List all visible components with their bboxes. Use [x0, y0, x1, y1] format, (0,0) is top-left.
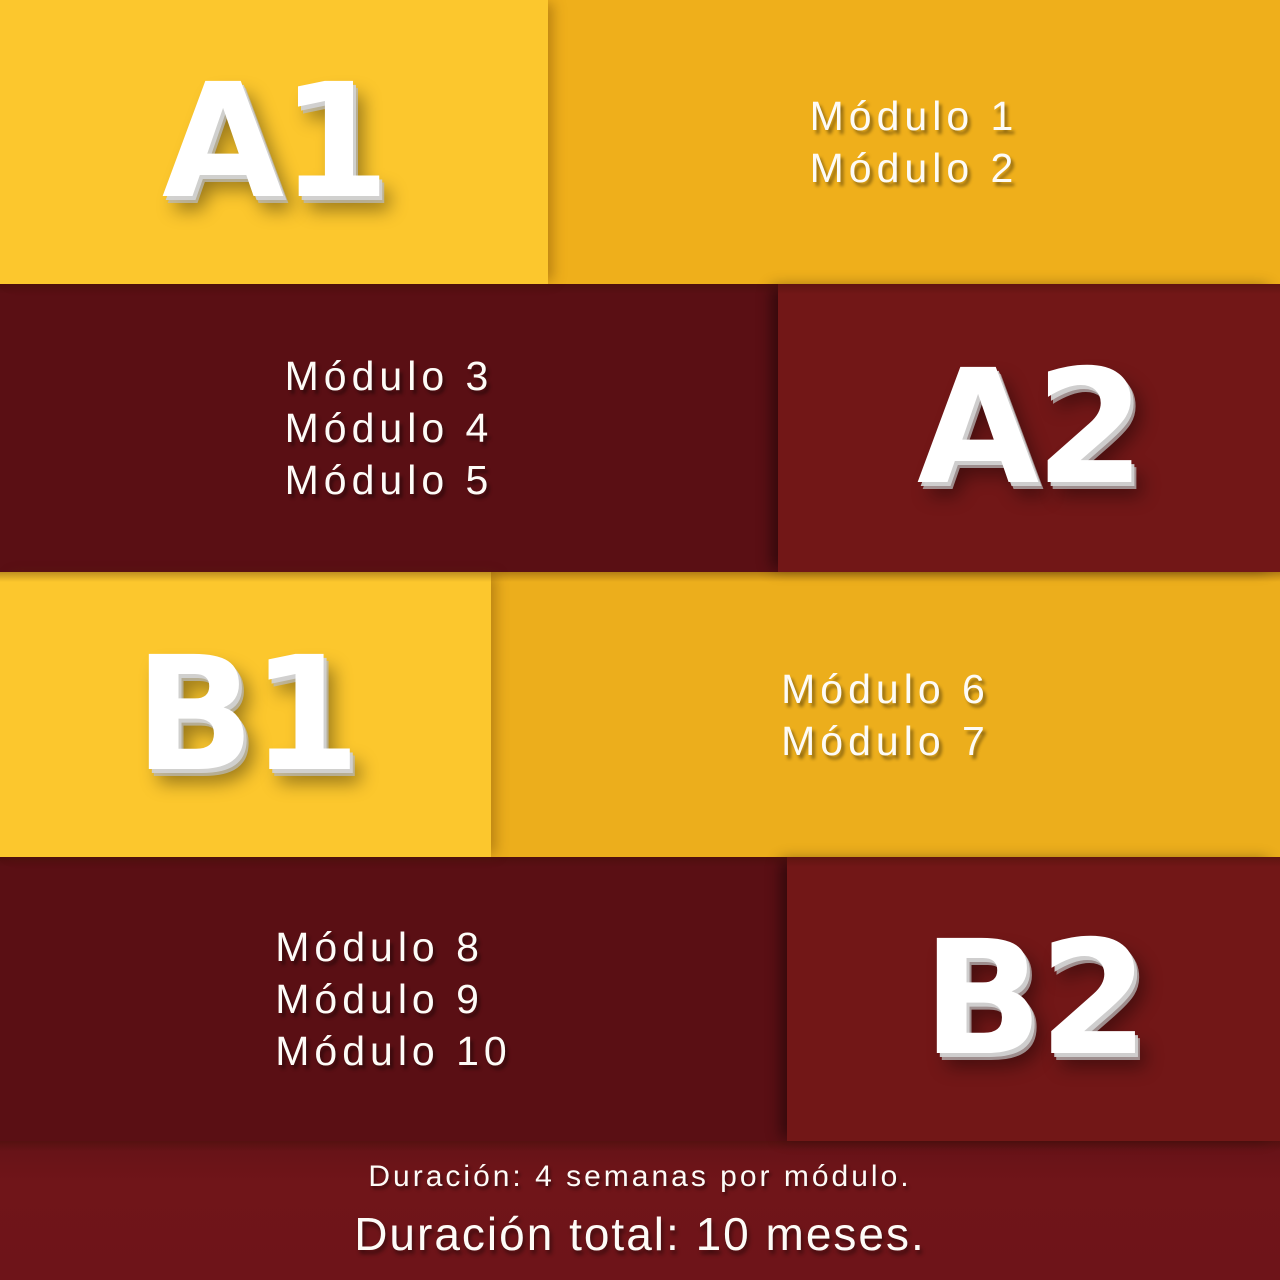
module-line: Módulo 1: [809, 93, 1019, 139]
panel-level-a2: A2: [778, 284, 1280, 572]
band-level-a2: Módulo 3 Módulo 4 Módulo 5 A2: [0, 284, 1280, 572]
footer-duration: Duración: 4 semanas por módulo. Duración…: [0, 1141, 1280, 1280]
panel-modules-a2: Módulo 3 Módulo 4 Módulo 5: [0, 284, 778, 572]
module-line: Módulo 3: [284, 353, 494, 399]
panel-level-a1: A1: [0, 0, 548, 284]
module-line: Módulo 9: [275, 976, 484, 1022]
level-label-b1: B1: [134, 622, 360, 807]
module-line: Módulo 8: [275, 924, 484, 970]
module-line: Módulo 7: [781, 717, 990, 764]
band-level-a1: A1 Módulo 1 Módulo 2: [0, 0, 1280, 284]
panel-level-b2: B2: [787, 857, 1280, 1141]
module-list-b1: Módulo 6 Módulo 7: [781, 663, 990, 767]
module-list-a1: Módulo 1 Módulo 2: [810, 90, 1019, 194]
panel-modules-b2: Módulo 8 Módulo 9 Módulo 10: [0, 857, 787, 1141]
level-label-b2: B2: [922, 907, 1148, 1091]
band-level-b1: B1 Módulo 6 Módulo 7: [0, 572, 1280, 857]
panel-modules-a1: Módulo 1 Módulo 2: [548, 0, 1280, 284]
panel-modules-b1: Módulo 6 Módulo 7: [491, 572, 1280, 857]
band-level-b2: Módulo 8 Módulo 9 Módulo 10 B2: [0, 857, 1280, 1141]
duration-per-module-text: Duración: 4 semanas por módulo.: [368, 1160, 912, 1193]
module-list-a2: Módulo 3 Módulo 4 Módulo 5: [285, 350, 494, 506]
module-line: Módulo 2: [809, 145, 1019, 191]
module-list-b2: Módulo 8 Módulo 9 Módulo 10: [275, 921, 511, 1077]
module-line: Módulo 6: [781, 665, 990, 712]
duration-total-text: Duración total: 10 meses.: [354, 1208, 926, 1260]
level-label-a1: A1: [161, 50, 390, 234]
module-line: Módulo 10: [275, 1028, 512, 1074]
panel-level-b1: B1: [0, 572, 491, 857]
module-line: Módulo 4: [284, 405, 494, 451]
module-line: Módulo 5: [284, 457, 494, 503]
level-label-a2: A2: [916, 336, 1145, 520]
